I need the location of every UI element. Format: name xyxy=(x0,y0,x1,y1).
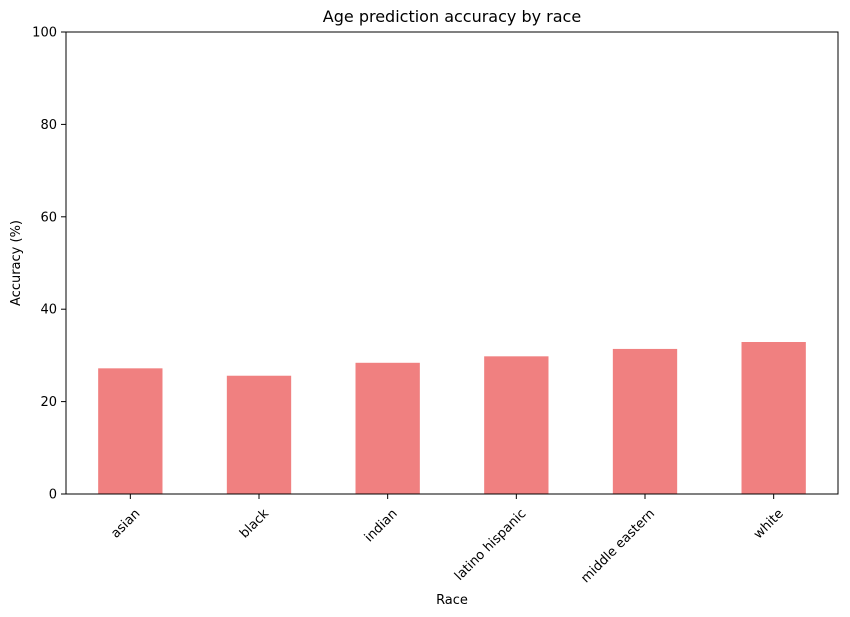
bar-indian xyxy=(355,362,420,494)
bar-white xyxy=(741,342,806,494)
x-tick-label: middle eastern xyxy=(578,506,658,586)
chart-title: Age prediction accuracy by race xyxy=(323,7,581,26)
x-tick-label: black xyxy=(237,506,272,541)
bar-asian xyxy=(98,368,163,494)
x-tick-label: asian xyxy=(108,506,143,541)
bar-latino-hispanic xyxy=(484,356,549,494)
bars-group xyxy=(98,342,806,494)
x-tick-label: white xyxy=(751,506,787,542)
x-axis-label: Race xyxy=(436,593,468,608)
y-axis: 0 20 40 60 80 100 xyxy=(32,26,66,503)
y-axis-label: Accuracy (%) xyxy=(9,220,24,306)
x-tick-label: latino hispanic xyxy=(452,506,529,583)
x-tick-label: indian xyxy=(362,506,401,545)
plot-frame xyxy=(65,31,839,495)
y-tick-label: 20 xyxy=(40,395,57,410)
bar-black xyxy=(226,375,292,494)
x-axis: asian black indian latino hispanic middle ea… xyxy=(108,494,787,586)
y-tick-label: 40 xyxy=(40,303,57,318)
bar-middle-eastern xyxy=(612,348,678,494)
y-tick-label: 0 xyxy=(49,488,57,503)
y-tick-label: 60 xyxy=(40,210,57,225)
y-tick-label: 100 xyxy=(32,26,57,41)
y-tick-label: 80 xyxy=(40,118,57,133)
